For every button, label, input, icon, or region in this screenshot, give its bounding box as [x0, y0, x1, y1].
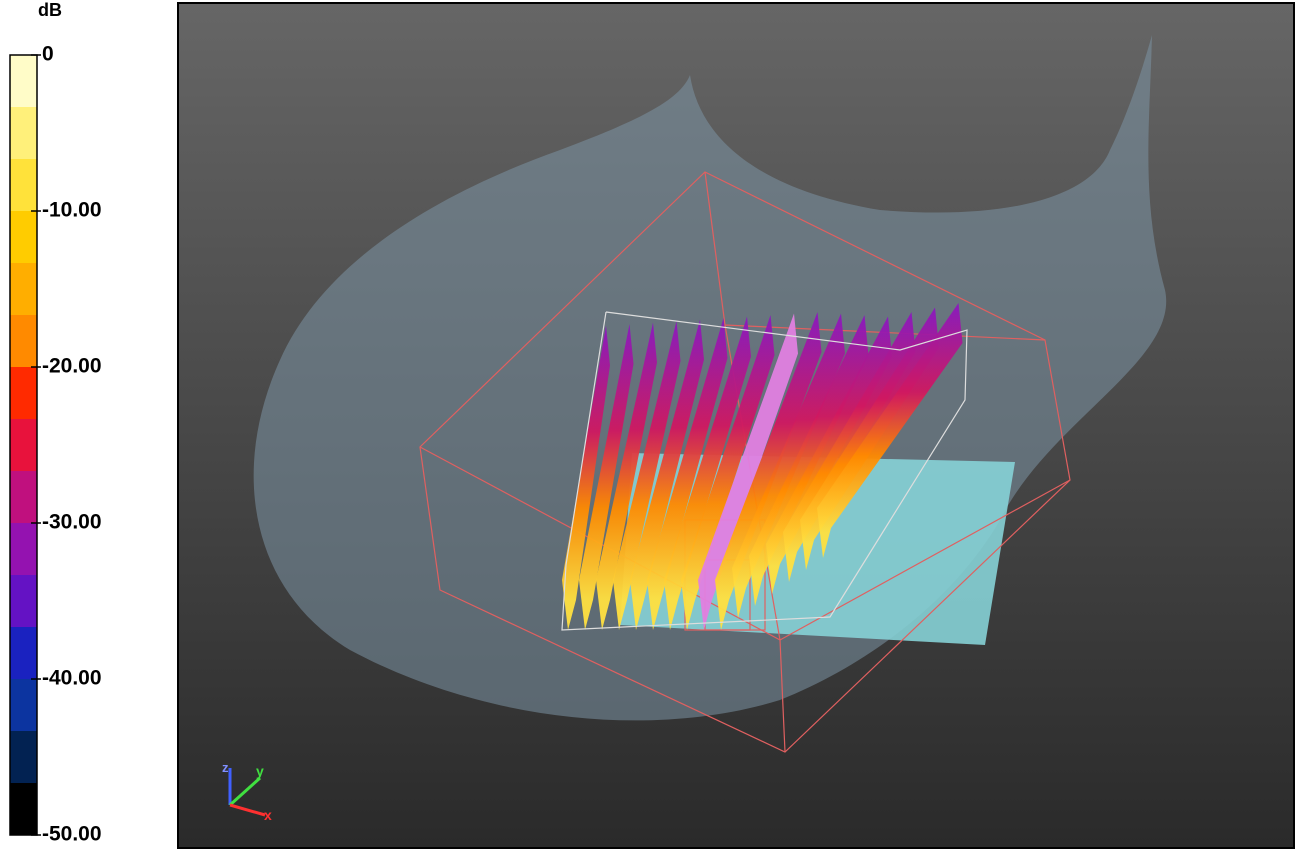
field-plane: [562, 325, 610, 630]
axis-label: z: [222, 760, 229, 775]
colorbar-segment: [10, 211, 37, 264]
colorbar-segment: [10, 419, 37, 472]
colorbar-segment: [10, 523, 37, 576]
field-planes: [562, 303, 963, 630]
field-plane: [647, 318, 728, 630]
colorbar-segment: [10, 471, 37, 524]
plane-outline: [561, 311, 968, 631]
field-plane: [698, 313, 798, 630]
field-plane: [664, 316, 751, 630]
field-plane: [579, 324, 634, 630]
viewport: z y x: [177, 2, 1295, 849]
field-plane: [613, 321, 681, 630]
field-plane: [630, 319, 704, 630]
colorbar-segment: [10, 783, 37, 836]
colorbar-segment: [10, 315, 37, 368]
colorbar-segment: [10, 159, 37, 212]
colorbar-tick-label: -10.00: [42, 199, 102, 222]
colorbar-segment: [10, 55, 37, 108]
axis-label: y: [256, 763, 264, 779]
colorbar-title: dB: [38, 0, 62, 20]
axis-label: x: [264, 807, 272, 823]
colorbar-segment: [10, 367, 37, 420]
colorbar: dB 0 -10.00 -20.00 -30.00 -40.00 -50.00: [9, 0, 102, 846]
field-plane: [681, 315, 775, 630]
colorbar-segment: [10, 575, 37, 628]
colorbar-tick-label: -40.00: [42, 667, 102, 690]
axes-triad: z y x: [222, 760, 272, 823]
colorbar-tick-label: -30.00: [42, 511, 102, 534]
colorbar-tick-label: -20.00: [42, 355, 102, 378]
colorbar-segment: [10, 679, 37, 732]
field-plane: [596, 322, 657, 630]
colorbar-segment: [10, 263, 37, 316]
colorbar-segment: [10, 107, 37, 160]
colorbar-tick-label: 0: [42, 43, 54, 66]
field-plane: [817, 303, 963, 558]
colorbar-tick-label: -50.00: [42, 823, 102, 846]
colorbar-segment: [10, 731, 37, 784]
colorbar-frame: [9, 54, 38, 836]
colorbar-segment: [10, 627, 37, 680]
